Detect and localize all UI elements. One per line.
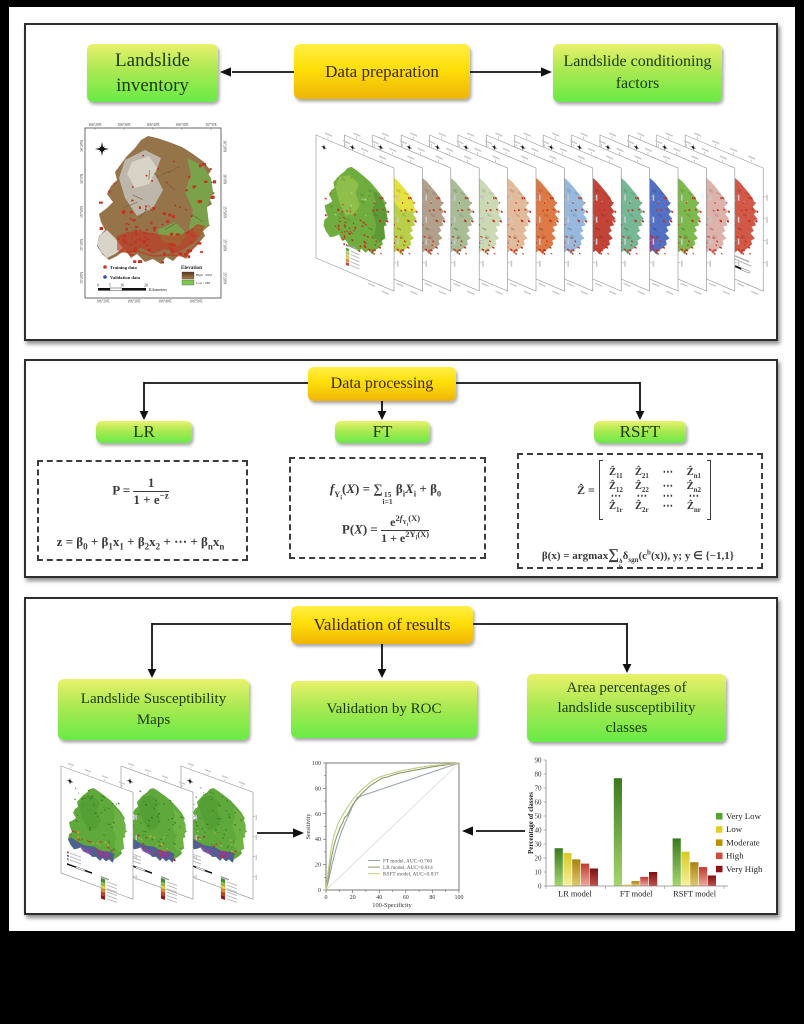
svg-text:60: 60 xyxy=(315,812,321,818)
svg-text:Kilometers: Kilometers xyxy=(149,287,168,292)
svg-text:Low: Low xyxy=(726,824,743,834)
svg-text:Training data: Training data xyxy=(110,265,138,270)
svg-text:60: 60 xyxy=(403,895,409,901)
svg-text:80: 80 xyxy=(535,770,543,778)
svg-text:RSFT model: RSFT model xyxy=(673,890,717,899)
svg-text:106°30'E: 106°30'E xyxy=(117,123,131,127)
svg-text:80: 80 xyxy=(429,895,435,901)
svg-text:106°30'E: 106°30'E xyxy=(127,300,141,304)
svg-text:Elevation: Elevation xyxy=(181,265,202,271)
svg-text:35°30'N: 35°30'N xyxy=(223,239,227,251)
svg-text:0: 0 xyxy=(538,882,542,890)
svg-text:36°0'N: 36°0'N xyxy=(223,174,227,184)
svg-text:40: 40 xyxy=(376,895,382,901)
svg-text:Percentage of classes: Percentage of classes xyxy=(527,792,535,854)
svg-text:100: 100 xyxy=(455,895,464,901)
svg-text:106°50'E: 106°50'E xyxy=(189,300,203,304)
svg-text:LR model, AUC=0.814: LR model, AUC=0.814 xyxy=(383,865,433,871)
svg-text:High: High xyxy=(726,851,744,861)
svg-text:0: 0 xyxy=(325,895,328,901)
svg-text:106°20'E: 106°20'E xyxy=(88,123,102,127)
svg-text:10: 10 xyxy=(120,284,124,288)
svg-text:Very Low: Very Low xyxy=(726,811,762,821)
svg-text:35°30'N: 35°30'N xyxy=(80,239,84,251)
svg-text:LR model: LR model xyxy=(558,890,592,899)
svg-text:40: 40 xyxy=(315,837,321,843)
svg-text:36°20'N: 36°20'N xyxy=(80,140,84,152)
svg-text:Very High: Very High xyxy=(726,864,763,874)
svg-text:36°20'N: 36°20'N xyxy=(223,140,227,152)
svg-text:50: 50 xyxy=(535,812,543,820)
svg-text:5: 5 xyxy=(109,284,111,288)
svg-text:106°50'E: 106°50'E xyxy=(175,123,189,127)
svg-text:RSFT model, AUC=0.837: RSFT model, AUC=0.837 xyxy=(383,872,439,878)
svg-text:35°50'N: 35°50'N xyxy=(223,206,227,218)
svg-text:0: 0 xyxy=(318,888,321,894)
svg-text:20: 20 xyxy=(144,284,148,288)
svg-text:70: 70 xyxy=(535,784,543,792)
svg-text:106°20'E: 106°20'E xyxy=(96,300,110,304)
svg-text:80: 80 xyxy=(315,786,321,792)
svg-text:High : 2935: High : 2935 xyxy=(196,273,213,277)
svg-text:Low : 188: Low : 188 xyxy=(196,281,210,285)
svg-text:Sensitivity: Sensitivity xyxy=(306,814,312,840)
svg-text:20: 20 xyxy=(315,863,321,869)
svg-text:Moderate: Moderate xyxy=(726,837,760,847)
svg-text:Validation data: Validation data xyxy=(110,275,141,280)
svg-text:107°0'E: 107°0'E xyxy=(205,123,217,127)
svg-text:106°40'E: 106°40'E xyxy=(146,123,160,127)
svg-text:20: 20 xyxy=(535,854,543,862)
svg-text:30: 30 xyxy=(535,840,543,848)
svg-text:90: 90 xyxy=(535,756,543,764)
svg-text:60: 60 xyxy=(535,798,543,806)
svg-text:106°40'E: 106°40'E xyxy=(158,300,172,304)
svg-text:35°20'N: 35°20'N xyxy=(223,272,227,284)
svg-text:100-Specificity: 100-Specificity xyxy=(372,902,412,909)
svg-text:0: 0 xyxy=(97,284,99,288)
svg-text:100: 100 xyxy=(312,761,321,767)
svg-text:40: 40 xyxy=(535,826,543,834)
svg-text:FT model: FT model xyxy=(620,890,653,899)
svg-text:FT model, AUC=0.760: FT model, AUC=0.760 xyxy=(383,859,432,865)
svg-text:10: 10 xyxy=(535,868,543,876)
svg-text:35°50'N: 35°50'N xyxy=(80,206,84,218)
svg-text:35°20'N: 35°20'N xyxy=(80,272,84,284)
svg-text:36°0'N: 36°0'N xyxy=(80,174,84,184)
svg-text:20: 20 xyxy=(350,895,356,901)
